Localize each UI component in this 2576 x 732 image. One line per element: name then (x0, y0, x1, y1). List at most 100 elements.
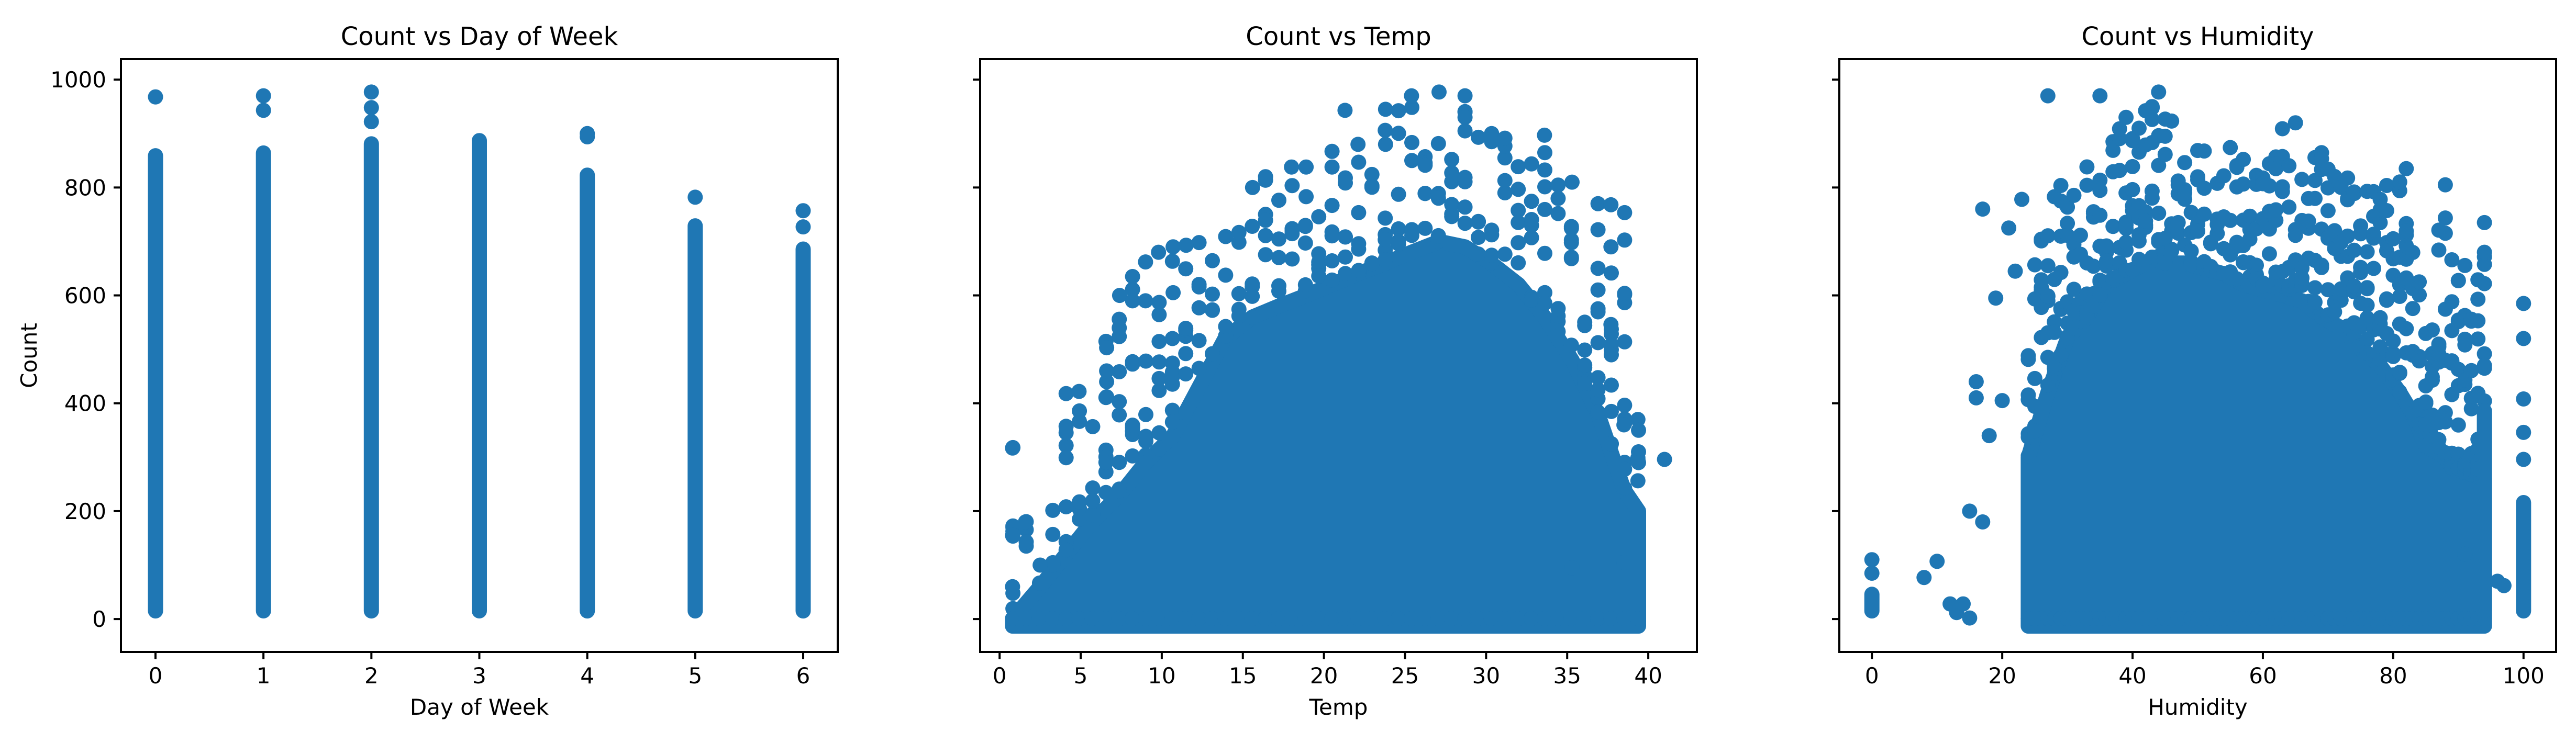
data-point (2457, 337, 2473, 353)
data-point (1563, 220, 1579, 236)
data-point (1537, 179, 1552, 195)
data-point (2477, 215, 2492, 230)
data-point (1125, 269, 1140, 284)
axes-frame (1838, 58, 2557, 653)
data-point (1444, 174, 1460, 189)
x-ticks: 0 20 40 60 80 100 (1865, 652, 2545, 689)
data-point (1178, 346, 1194, 362)
x-tick-label: 6 (796, 663, 810, 689)
data-point (2288, 115, 2303, 131)
data-point (1457, 88, 1473, 104)
data-point (1631, 444, 1646, 459)
data-point (2223, 212, 2238, 228)
data-point (1577, 357, 1593, 373)
data-point (1378, 122, 1393, 138)
data-point (1164, 253, 1180, 269)
x-axis-label: Humidity (2148, 694, 2247, 720)
x-tick-label: 25 (1391, 663, 1419, 689)
data-point (1151, 425, 1167, 441)
data-point (2477, 276, 2492, 291)
data-point (1391, 103, 1406, 119)
data-point (2157, 128, 2173, 144)
data-point (2144, 111, 2160, 127)
data-point (2164, 243, 2180, 258)
data-point (1058, 611, 1073, 626)
data-point (1284, 159, 1300, 175)
data-point (1603, 239, 1619, 255)
data-point (1138, 611, 1153, 626)
data-point (2196, 206, 2212, 222)
data-point (2060, 199, 2075, 215)
data-point (1298, 189, 1314, 205)
data-point (1577, 376, 1593, 391)
data-point (2053, 178, 2069, 193)
data-point (1617, 334, 1633, 350)
data-point (1072, 511, 1087, 527)
data-column (2477, 403, 2492, 618)
data-point (1245, 219, 1260, 234)
data-point (2431, 242, 2447, 258)
data-point (1205, 346, 1220, 362)
data-point (1165, 285, 1181, 300)
x-tick-label: 40 (1634, 663, 1662, 689)
data-point (2496, 578, 2512, 593)
data-point (1524, 292, 1539, 308)
data-point (1430, 190, 1446, 206)
data-point (687, 189, 703, 205)
x-tick-label: 100 (2503, 663, 2545, 689)
data-point (2125, 133, 2140, 149)
chart-title: Count vs Temp (1246, 22, 1431, 51)
x-tick-label: 4 (580, 663, 594, 689)
data-point (2085, 258, 2101, 274)
data-point (1378, 137, 1393, 152)
data-point (1404, 224, 1419, 240)
data-point (1444, 209, 1460, 224)
data-point (1617, 286, 1633, 301)
data-point (1164, 402, 1180, 418)
data-point (2144, 183, 2160, 199)
data-point (2346, 184, 2362, 200)
data-point (2216, 168, 2231, 184)
data-point (2125, 159, 2140, 174)
data-point (2092, 287, 2108, 303)
data-point (1563, 337, 1579, 353)
data-point (1058, 450, 1074, 466)
data-point (1298, 159, 1314, 175)
data-point (1245, 288, 1260, 304)
data-point (2477, 346, 2492, 362)
x-tick-label: 0 (993, 663, 1007, 689)
data-column (2516, 495, 2531, 619)
data-point (1511, 159, 1526, 175)
data-point (1324, 272, 1340, 288)
data-point (1191, 300, 1207, 316)
data-point (2437, 226, 2453, 241)
data-point (2516, 296, 2531, 311)
data-point (1563, 611, 1579, 626)
data-point (256, 103, 271, 118)
data-point (2118, 217, 2134, 233)
data-point (1511, 182, 1526, 197)
data-point (1164, 611, 1180, 626)
data-point (1297, 277, 1313, 292)
x-tick-label: 20 (1310, 663, 1338, 689)
data-point (2359, 297, 2375, 313)
data-point (1350, 137, 1366, 152)
data-point (1577, 342, 1593, 358)
data-point (1271, 231, 1286, 247)
data-point (1284, 611, 1300, 626)
data-point (1178, 611, 1193, 626)
data-point (1351, 263, 1367, 278)
data-point (1071, 611, 1087, 626)
data-point (1350, 611, 1366, 626)
data-point (2112, 163, 2127, 178)
data-point (1511, 215, 1526, 230)
data-point (1245, 310, 1260, 325)
data-point (2268, 161, 2284, 176)
data-point (1524, 611, 1539, 626)
data-point (2399, 161, 2414, 176)
axes-frame (979, 58, 1698, 653)
data-point (2183, 256, 2199, 272)
data-point (1351, 154, 1367, 170)
data-point (2105, 219, 2121, 234)
